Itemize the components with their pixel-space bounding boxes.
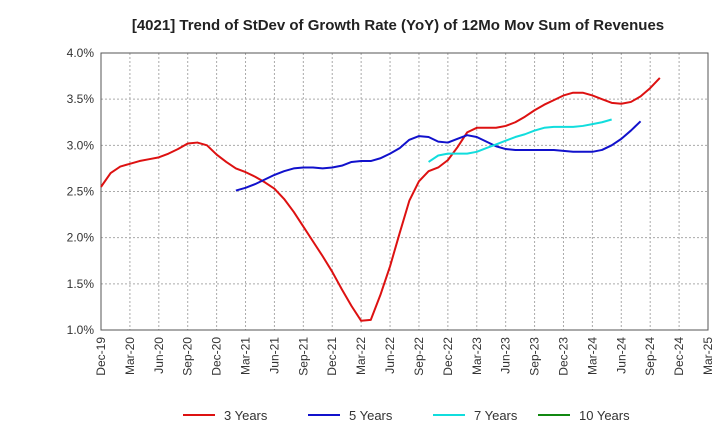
legend-label: 3 Years <box>224 408 268 423</box>
y-tick-label: 2.5% <box>67 185 95 199</box>
y-tick-label: 1.0% <box>67 323 95 337</box>
grid-lines <box>100 52 709 331</box>
x-tick-label: Mar-20 <box>123 337 137 375</box>
x-tick-label: Sep-22 <box>412 337 426 376</box>
x-tick-label: Jun-22 <box>383 337 397 374</box>
legend-label: 5 Years <box>349 408 393 423</box>
legend-label: 7 Years <box>474 408 518 423</box>
x-tick-label: Mar-23 <box>470 337 484 375</box>
x-tick-label: Dec-20 <box>210 337 224 376</box>
x-tick-label: Jun-20 <box>152 337 166 374</box>
x-tick-label: Sep-23 <box>528 337 542 376</box>
y-tick-label: 2.0% <box>67 231 95 245</box>
x-tick-label: Dec-22 <box>441 337 455 376</box>
x-tick-label: Mar-25 <box>701 337 715 375</box>
y-tick-label: 3.0% <box>67 138 95 152</box>
y-tick-label: 3.5% <box>67 92 95 106</box>
x-tick-label: Sep-21 <box>296 337 310 376</box>
x-tick-label: Sep-24 <box>643 337 657 376</box>
y-tick-label: 1.5% <box>67 277 95 291</box>
x-tick-label: Dec-23 <box>556 337 570 376</box>
series-line-3-years <box>100 77 661 322</box>
x-tick-label: Mar-24 <box>585 337 599 375</box>
y-axis-ticks: 1.0% 1.5% 2.0% 2.5% 3.0% 3.5% 4.0% <box>67 46 95 337</box>
series-lines <box>100 77 661 322</box>
x-tick-label: Dec-21 <box>325 337 339 376</box>
legend: 3 Years 5 Years 7 Years 10 Years <box>183 408 630 423</box>
x-tick-label: Sep-20 <box>181 337 195 376</box>
x-tick-label: Jun-24 <box>614 337 628 374</box>
x-tick-label: Mar-22 <box>354 337 368 375</box>
x-tick-label: Mar-21 <box>239 337 253 375</box>
x-tick-label: Dec-19 <box>94 337 108 376</box>
series-line-7-years <box>428 118 612 163</box>
series-line-5-years <box>235 120 642 192</box>
chart-title: [4021] Trend of StDev of Growth Rate (Yo… <box>132 17 664 34</box>
x-tick-label: Jun-23 <box>499 337 513 374</box>
x-axis-ticks: Dec-19 Mar-20 Jun-20 Sep-20 Dec-20 Mar-21 Jun-… <box>94 337 715 376</box>
plot-area <box>100 52 709 331</box>
legend-label: 10 Years <box>579 408 630 423</box>
x-tick-label: Dec-24 <box>672 337 686 376</box>
x-tick-label: Jun-21 <box>267 337 281 374</box>
y-tick-label: 4.0% <box>67 46 95 60</box>
